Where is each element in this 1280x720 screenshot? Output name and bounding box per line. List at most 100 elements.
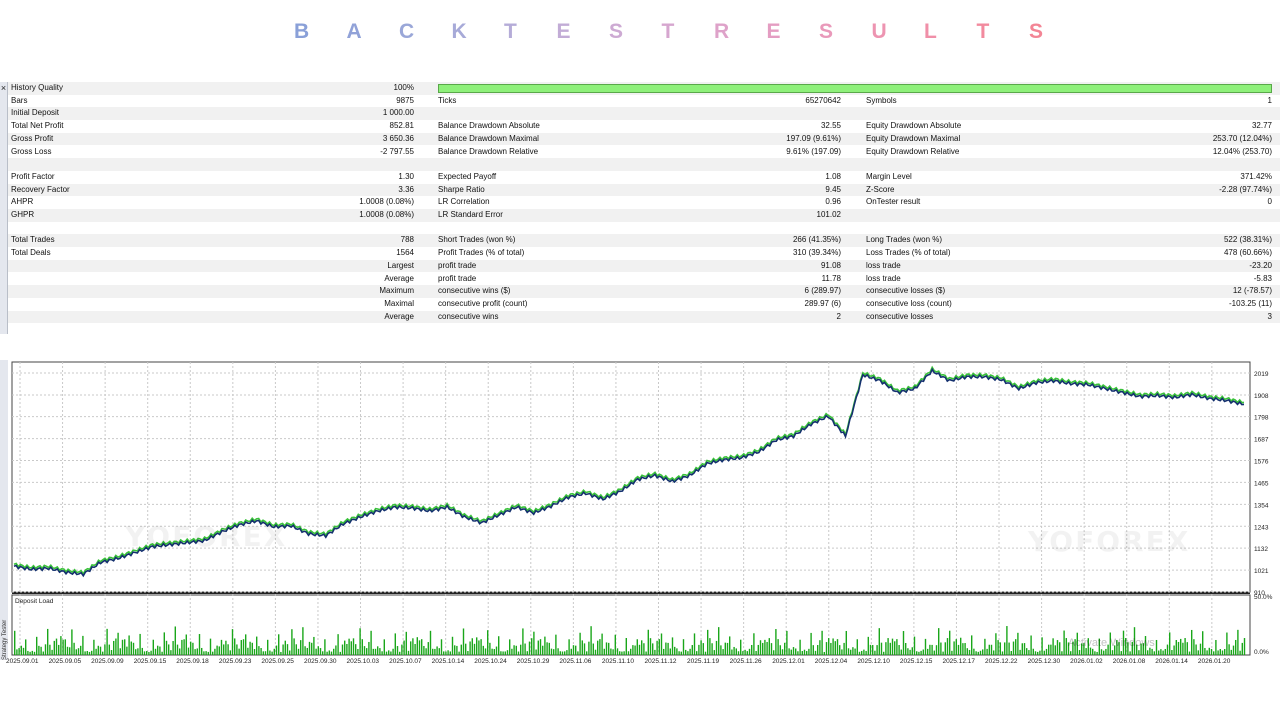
deposit-load-bar <box>896 639 898 655</box>
deposit-load-bar <box>1162 650 1164 655</box>
chart-left-border <box>0 360 8 660</box>
deposit-load-bar <box>344 640 346 655</box>
deposit-load-bar <box>289 650 291 655</box>
deposit-load-bar <box>1149 647 1151 655</box>
deposit-load-bar <box>462 628 465 655</box>
deposit-load-bar <box>1039 650 1041 655</box>
deposit-load-bar <box>1092 648 1094 655</box>
deposit-load-bar <box>91 650 93 655</box>
stat-value: -2 797.55 <box>380 146 414 156</box>
deposit-load-bar <box>286 644 289 655</box>
stat-label: Total Trades <box>11 235 55 245</box>
x-tick-label: 2025.09.05 <box>49 658 82 665</box>
deposit-load-bar <box>621 651 623 655</box>
deposit-load-bar <box>179 648 181 655</box>
x-tick-label: 2026.01.14 <box>1155 658 1188 665</box>
stat-label: Equity Drawdown Relative <box>866 146 960 156</box>
deposit-load-bar <box>619 651 621 655</box>
deposit-load-bar <box>603 648 605 655</box>
deposit-load-bar <box>1175 640 1177 655</box>
deposit-load-bar <box>165 640 168 655</box>
stat-value: 12 (-78.57) <box>1232 286 1272 296</box>
x-tick-label: 2025.09.01 <box>6 658 39 665</box>
x-tick-label: 2026.01.02 <box>1070 658 1103 665</box>
deposit-load-bar <box>141 647 143 655</box>
title-letter: B <box>294 20 310 43</box>
deposit-load-bar <box>370 630 372 655</box>
close-icon[interactable]: × <box>0 83 7 93</box>
stat-value: 6 (289.97) <box>804 286 841 296</box>
deposit-load-bar <box>260 648 262 655</box>
deposit-load-bar <box>471 638 473 655</box>
deposit-load-bar <box>185 634 187 655</box>
deposit-load-bar <box>64 639 66 655</box>
deposit-load-bar <box>69 647 71 655</box>
deposit-load-bar <box>445 651 447 655</box>
deposit-load-bar <box>940 642 942 655</box>
deposit-load-bar <box>1045 648 1048 655</box>
deposit-load-bar <box>830 642 832 655</box>
deposit-load-bar <box>418 640 421 655</box>
deposit-load-bar <box>491 648 493 655</box>
stat-label: Bars <box>11 95 28 105</box>
y-tick-label: 1687 <box>1254 437 1269 444</box>
x-tick-label: 2025.11.26 <box>730 658 762 665</box>
report-row: Maximum consecutive wins ($) 6 (289.97) con… <box>8 285 1280 298</box>
deposit-load-bar <box>907 648 909 655</box>
deposit-load-bar <box>682 639 685 655</box>
deposit-load-bar <box>1232 645 1235 655</box>
report-row: AHPR 1.0008 (0.08%) LR Correlation 0.96 OnTe… <box>8 196 1280 209</box>
deposit-load-bar <box>196 648 198 655</box>
deposit-load-bar <box>451 636 454 655</box>
deposit-load-bar <box>1081 643 1083 655</box>
deposit-load-bar <box>247 647 249 655</box>
x-tick-label: 2025.10.24 <box>474 658 507 665</box>
deposit-load-bar <box>799 639 801 655</box>
deposit-load-bar <box>742 651 744 655</box>
deposit-load-bar <box>597 640 599 655</box>
deposit-load-bar <box>1131 641 1133 655</box>
deposit-load-bar <box>988 644 990 655</box>
deposit-load-bar <box>533 631 535 655</box>
deposit-load-bar <box>454 645 456 655</box>
deposit-load-bar <box>504 651 506 655</box>
deposit-load-bar <box>363 646 366 655</box>
watermark-text: YOFOREX <box>125 520 288 553</box>
stat-label: Short Trades (won %) <box>438 235 516 245</box>
deposit-load-bar <box>55 638 58 655</box>
deposit-load-bar <box>933 650 935 655</box>
deposit-load-bar <box>874 650 876 655</box>
deposit-load-bar <box>102 651 104 655</box>
deposit-load-bar <box>955 639 957 655</box>
deposit-load-bar <box>187 647 190 655</box>
stat-value: 788 <box>400 235 414 245</box>
deposit-load-bar <box>788 648 790 655</box>
deposit-load-bar <box>1109 632 1111 655</box>
deposit-load-bar <box>502 651 504 655</box>
deposit-load-bar <box>1188 651 1191 655</box>
deposit-load-bar <box>922 649 924 655</box>
stat-label: Expected Payoff <box>438 171 497 181</box>
strategy-tester-label: Strategy Tester <box>2 620 8 660</box>
deposit-load-bar <box>201 647 203 655</box>
deposit-load-bar <box>346 643 348 655</box>
stat-value: 1.08 <box>825 171 841 181</box>
deposit-load-bar <box>812 645 814 655</box>
deposit-load-bar <box>1237 629 1239 655</box>
deposit-load-bar <box>258 646 260 655</box>
deposit-load-bar <box>194 649 196 655</box>
deposit-load-bar <box>315 648 317 655</box>
deposit-load-bar <box>817 645 819 655</box>
deposit-load-bar <box>520 644 522 655</box>
deposit-load-bar <box>163 632 165 655</box>
stat-label: Ticks <box>438 95 457 105</box>
deposit-load-bar <box>964 643 966 655</box>
deposit-load-bar <box>170 650 172 655</box>
deposit-load-bar <box>744 649 746 655</box>
deposit-load-bar <box>297 648 300 655</box>
deposit-load-bar <box>1072 641 1074 655</box>
deposit-load-bar <box>513 645 515 655</box>
deposit-load-bar <box>1160 649 1162 655</box>
deposit-load-bar <box>1118 642 1120 655</box>
deposit-load-bar <box>1100 649 1103 655</box>
